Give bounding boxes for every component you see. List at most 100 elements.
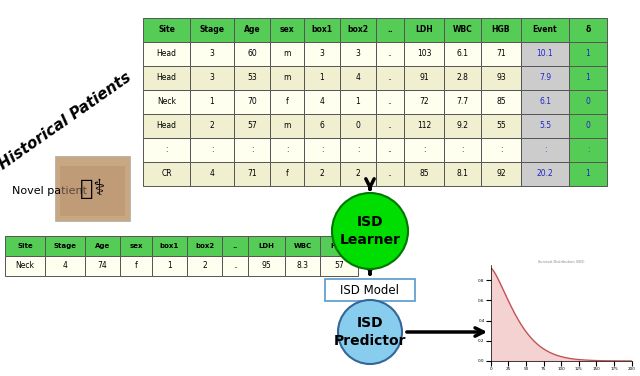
Text: 0: 0 (356, 121, 360, 130)
Bar (143, 66, 190, 90)
Bar (404, 18, 444, 42)
Text: 2: 2 (356, 170, 360, 179)
Text: 1: 1 (356, 97, 360, 106)
Bar (143, 114, 190, 138)
Text: 20.2: 20.2 (536, 170, 554, 179)
Bar (569, 42, 607, 66)
Bar (481, 162, 521, 186)
Bar (340, 114, 376, 138)
Text: 85: 85 (419, 170, 429, 179)
Text: 103: 103 (417, 50, 431, 59)
Text: ..: .. (232, 243, 237, 249)
Bar (404, 138, 444, 162)
Text: 6.1: 6.1 (456, 50, 468, 59)
Bar (143, 90, 190, 114)
Bar (521, 66, 569, 90)
Text: Stage: Stage (200, 26, 225, 35)
Text: 2.8: 2.8 (456, 73, 468, 82)
Bar (304, 162, 340, 186)
Text: ..: .. (387, 26, 393, 35)
Bar (5, 256, 45, 276)
Text: :: : (211, 146, 213, 155)
Text: Age: Age (95, 243, 110, 249)
Bar (569, 138, 607, 162)
Text: f: f (285, 97, 289, 106)
Text: ISD Model: ISD Model (340, 284, 399, 297)
Bar (143, 162, 190, 186)
Text: 2: 2 (210, 121, 214, 130)
Bar (190, 66, 234, 90)
Text: WBC: WBC (293, 243, 312, 249)
Text: 5.5: 5.5 (539, 121, 551, 130)
Bar (304, 114, 340, 138)
Text: 71: 71 (496, 50, 506, 59)
Bar (481, 42, 521, 66)
Bar (234, 138, 270, 162)
Bar (404, 162, 444, 186)
Bar (234, 66, 270, 90)
Bar (5, 236, 45, 256)
Text: 2: 2 (319, 170, 324, 179)
Bar (85, 236, 120, 256)
Text: ..: .. (388, 73, 392, 82)
Bar (569, 66, 607, 90)
Text: 1: 1 (319, 73, 324, 82)
Text: :: : (544, 146, 547, 155)
Text: f: f (134, 261, 138, 270)
Bar (143, 138, 190, 162)
Text: sex: sex (129, 243, 143, 249)
Text: 4: 4 (319, 97, 324, 106)
Text: 3: 3 (319, 50, 324, 59)
Text: 95: 95 (262, 261, 271, 270)
Text: 93: 93 (496, 73, 506, 82)
Text: 91: 91 (419, 73, 429, 82)
Bar (569, 18, 607, 42)
Circle shape (332, 193, 408, 269)
Bar (444, 114, 481, 138)
Text: WBC: WBC (452, 26, 472, 35)
Bar (270, 42, 304, 66)
Bar (404, 66, 444, 90)
Text: box1: box1 (160, 243, 179, 249)
Bar (481, 114, 521, 138)
Text: 9.2: 9.2 (456, 121, 468, 130)
Bar (234, 18, 270, 42)
Bar (190, 138, 234, 162)
Text: HGB: HGB (492, 26, 510, 35)
Text: 0: 0 (586, 97, 591, 106)
Bar (404, 90, 444, 114)
Text: 4: 4 (356, 73, 360, 82)
Text: box2: box2 (348, 26, 369, 35)
Text: ISD
Predictor: ISD Predictor (333, 316, 406, 348)
Bar (404, 42, 444, 66)
Text: :: : (356, 146, 359, 155)
Bar (270, 66, 304, 90)
Bar (304, 42, 340, 66)
Bar (285, 236, 320, 256)
Bar (320, 256, 358, 276)
Text: :: : (500, 146, 502, 155)
Text: Head: Head (157, 50, 177, 59)
Text: sex: sex (280, 26, 294, 35)
Bar (234, 42, 270, 66)
Text: 72: 72 (419, 97, 429, 106)
Bar (152, 236, 187, 256)
Text: m: m (284, 50, 291, 59)
Bar (55, 156, 130, 221)
Text: Novel patient: Novel patient (12, 186, 87, 196)
Bar (340, 66, 376, 90)
Bar (270, 114, 304, 138)
Text: ..: .. (232, 261, 237, 270)
Text: Age: Age (244, 26, 260, 35)
Bar (521, 138, 569, 162)
Text: 1: 1 (210, 97, 214, 106)
Bar (521, 114, 569, 138)
Bar (340, 138, 376, 162)
Bar (481, 138, 521, 162)
Text: 10.1: 10.1 (536, 50, 554, 59)
Bar (85, 256, 120, 276)
Bar (304, 138, 340, 162)
Text: :: : (285, 146, 288, 155)
Text: m: m (284, 73, 291, 82)
Bar (521, 162, 569, 186)
